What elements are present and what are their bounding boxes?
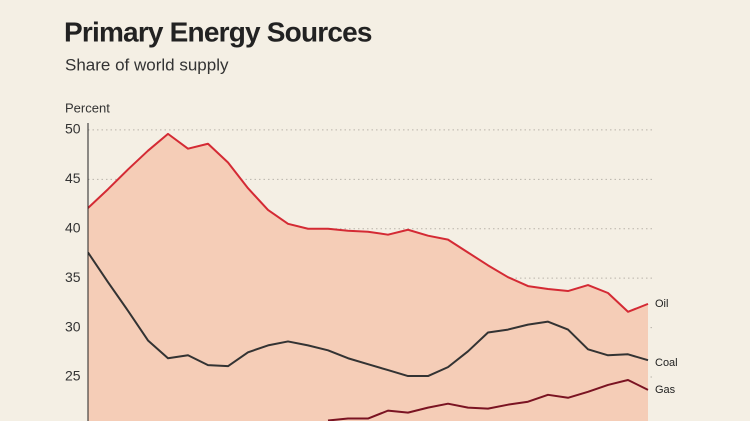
- series-label: Oil: [655, 298, 668, 310]
- y-axis-label: Percent: [65, 100, 110, 115]
- chart-subtitle: Share of world supply: [65, 55, 229, 74]
- chart-title: Primary Energy Sources: [64, 16, 372, 47]
- line: [88, 132, 649, 313]
- plot-area: [88, 132, 649, 421]
- line: [327, 378, 649, 421]
- series-label: Gas: [655, 384, 676, 396]
- y-tick-label: 40: [65, 219, 81, 235]
- y-tick-label: 50: [65, 121, 81, 137]
- y-tick-label: 25: [65, 368, 81, 384]
- series-label: Coal: [655, 357, 678, 369]
- line: [88, 251, 649, 378]
- area: [88, 133, 648, 421]
- y-tick-label: 35: [65, 269, 81, 285]
- y-tick-label: 45: [65, 170, 81, 186]
- y-tick-label: 30: [65, 318, 81, 334]
